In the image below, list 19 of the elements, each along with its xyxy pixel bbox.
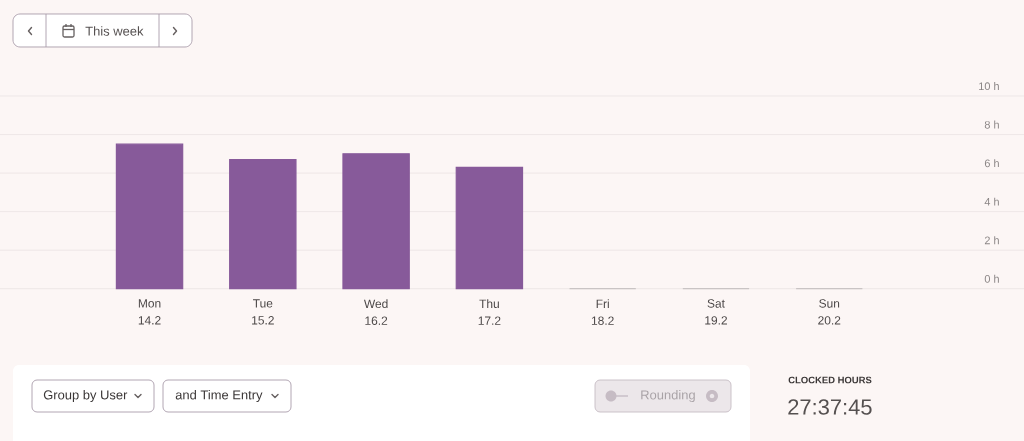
text: CLOCKED HOURS <box>788 376 872 384</box>
y-tick-label: 4 h <box>984 197 999 206</box>
y-tick-label: 2 h <box>984 236 999 245</box>
text: This week <box>85 26 144 36</box>
x-tick-label: Wed 16.2 <box>363 299 388 325</box>
y-tick-label: 6 h <box>984 159 999 168</box>
text: Rounding <box>641 389 695 403</box>
text: Group by User <box>43 389 128 403</box>
y-tick-label: 8 h <box>984 120 999 129</box>
text: and Time Entry <box>175 389 263 403</box>
y-tick-label: 0 h <box>984 274 999 283</box>
x-tick-label: Mon 14.2 <box>138 299 161 325</box>
x-tick-label: Sun 20.2 <box>818 299 841 325</box>
x-tick-label: Sat 19.2 <box>705 299 727 325</box>
x-tick-label: Tue 15.2 <box>252 299 274 325</box>
x-tick-label: Fri 18.2 <box>591 299 614 325</box>
x-tick-label: Thu 17.2 <box>478 299 501 325</box>
text: 27:37:45 <box>788 399 872 415</box>
y-tick-label: 10 h <box>979 82 999 91</box>
